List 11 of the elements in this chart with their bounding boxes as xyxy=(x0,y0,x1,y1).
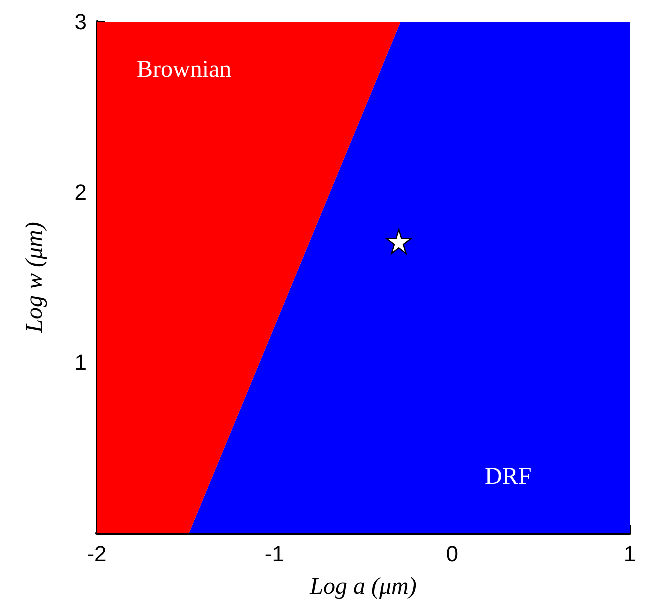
y-tick-label: 3 xyxy=(74,10,87,34)
y-axis-title: Log w (μm) xyxy=(22,222,48,334)
x-tick-label: 0 xyxy=(446,542,458,566)
y-tick-label: 1 xyxy=(74,350,87,376)
x-tick-label: -2 xyxy=(87,542,107,566)
series-label: Brownian xyxy=(137,57,232,83)
series-label: DRF xyxy=(485,464,532,490)
x-axis-title: Log a (μm) xyxy=(309,574,417,600)
x-tick-label: 1 xyxy=(624,542,636,566)
x-tick-label: -1 xyxy=(264,542,284,566)
y-tick-label: 2 xyxy=(74,180,87,205)
